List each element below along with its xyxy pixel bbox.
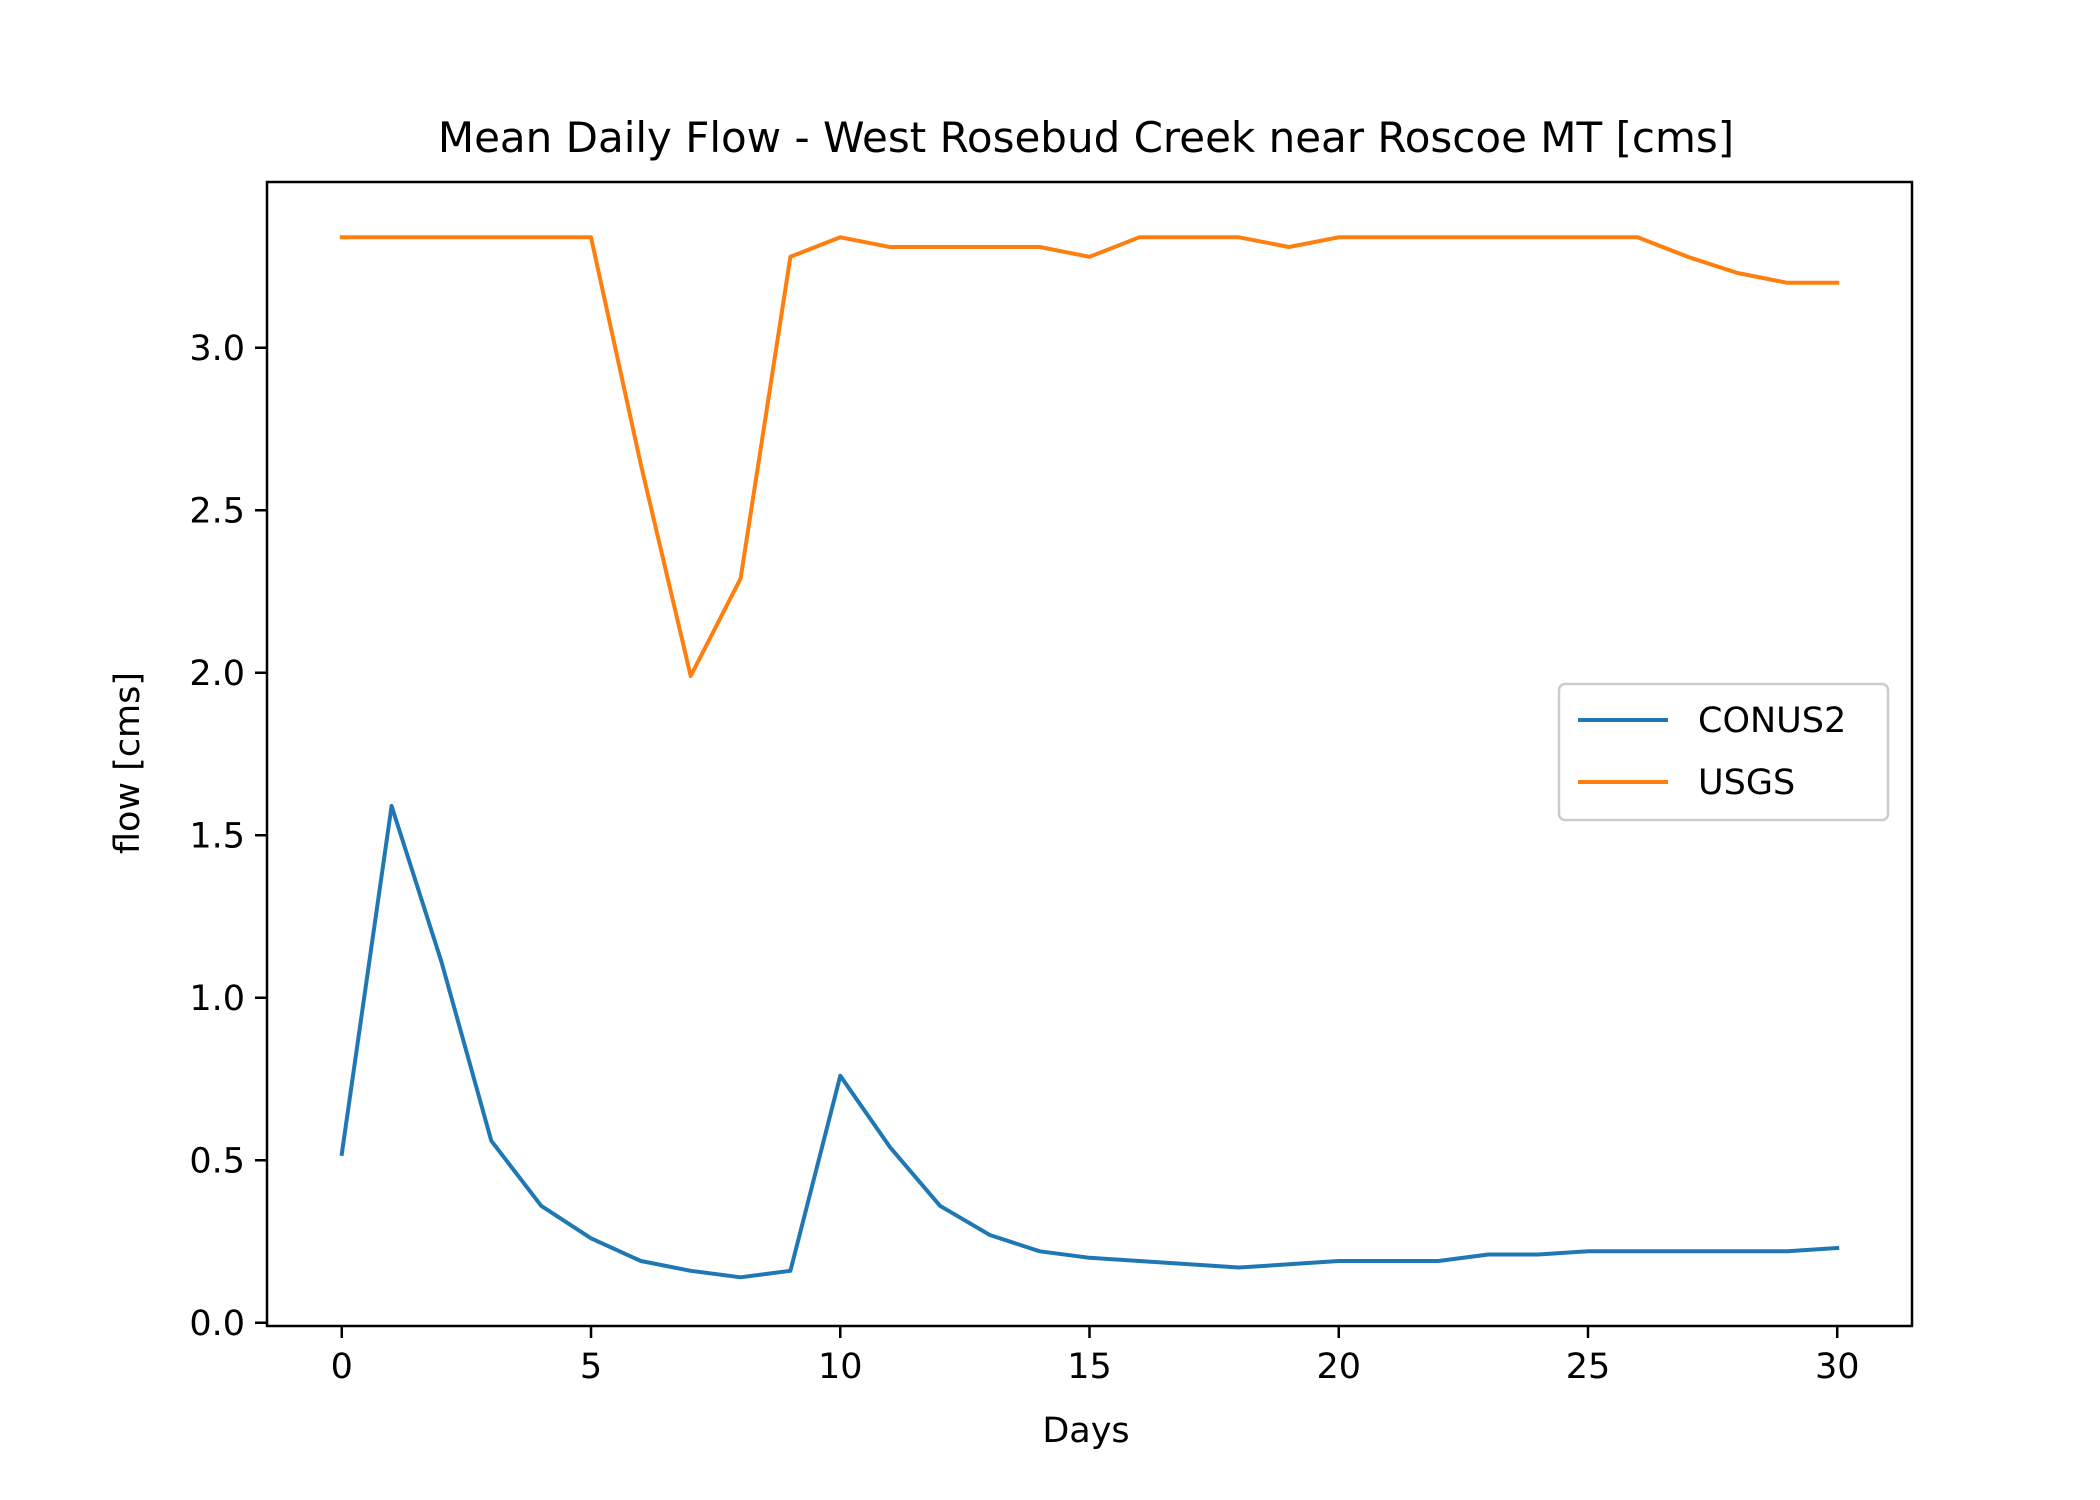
legend-label-usgs: USGS <box>1698 763 1795 803</box>
series-line-usgs <box>339 235 1840 678</box>
x-tick-label: 25 <box>1566 1347 1611 1387</box>
y-tick-label: 1.5 <box>189 816 245 856</box>
series-lines <box>339 235 1840 1280</box>
y-axis: 0.0 0.5 1.0 1.5 2.0 2.5 3.0 <box>189 329 267 1344</box>
legend: CONUS2 USGS <box>1557 682 1890 822</box>
x-tick-label: 15 <box>1067 1347 1112 1387</box>
y-tick-label: 1.0 <box>189 979 245 1019</box>
x-axis-label: Days <box>1042 1411 1129 1451</box>
y-tick-label: 0.5 <box>189 1141 245 1181</box>
x-tick-label: 5 <box>580 1347 602 1387</box>
series-line-conus2 <box>339 804 1840 1280</box>
x-tick-label: 30 <box>1815 1347 1860 1387</box>
x-tick-label: 20 <box>1316 1347 1361 1387</box>
x-axis: 0 5 10 15 20 25 30 <box>331 1326 1860 1387</box>
y-tick-label: 3.0 <box>189 329 245 369</box>
y-tick-label: 2.0 <box>189 654 245 694</box>
chart-title: Mean Daily Flow - West Rosebud Creek nea… <box>438 113 1734 162</box>
x-tick-label: 10 <box>818 1347 863 1387</box>
legend-label-conus2: CONUS2 <box>1698 701 1846 741</box>
y-tick-label: 2.5 <box>189 491 245 531</box>
y-axis-label: flow [cms] <box>108 672 148 854</box>
x-tick-label: 0 <box>331 1347 353 1387</box>
y-tick-label: 0.0 <box>189 1304 245 1344</box>
